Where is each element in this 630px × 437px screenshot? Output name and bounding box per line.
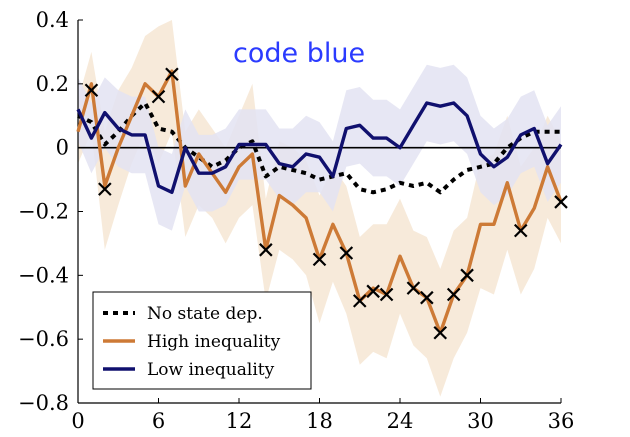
significance-marker [460, 268, 474, 283]
significance-marker [433, 326, 448, 340]
x-tick-label: 18 [306, 409, 333, 433]
legend-label-0: No state dep. [147, 304, 263, 324]
significance-markers [84, 67, 568, 340]
x-tick-label: 12 [226, 409, 253, 433]
y-tick-label: 0.2 [36, 72, 69, 96]
legend-label-1: High inequality [147, 332, 281, 352]
y-tick-label: −0.6 [18, 327, 69, 351]
series-line-0 [77, 101, 561, 195]
x-tick-label: 0 [71, 409, 84, 433]
chart-axes [77, 19, 562, 404]
significance-marker [513, 223, 528, 238]
chart-annotation: code blue [233, 38, 365, 69]
y-tick-label: −0.2 [18, 200, 69, 224]
y-tick-label: −0.4 [18, 263, 69, 287]
significance-marker [420, 290, 434, 305]
x-tick-label: 6 [152, 409, 165, 433]
significance-marker [339, 246, 354, 260]
confidence-band-1 [78, 20, 561, 397]
significance-marker [379, 287, 394, 302]
significance-marker [366, 284, 380, 299]
significance-marker [98, 182, 112, 196]
y-tick-label: 0.4 [36, 8, 69, 32]
legend: No state dep. High inequality Low inequali… [92, 291, 312, 390]
significance-marker [446, 287, 461, 302]
series-line-2 [76, 101, 563, 194]
y-tick-label: 0 [56, 136, 69, 160]
legend-label-2: Low inequality [147, 360, 275, 380]
significance-marker [259, 243, 273, 257]
tick-labels: 0 6 12 18 24 30 36 0.4 0.2 0 −0.2 −0.4 −0.6 −0.8 [18, 8, 574, 433]
significance-marker [554, 195, 568, 209]
significance-marker [352, 294, 367, 308]
x-tick-label: 36 [548, 409, 575, 433]
x-tick-label: 24 [387, 409, 414, 433]
x-tick-label: 30 [467, 409, 494, 433]
significance-marker [406, 281, 421, 295]
y-tick-label: −0.8 [18, 391, 69, 415]
significance-marker [151, 89, 166, 104]
significance-marker [312, 252, 327, 267]
significance-marker [165, 67, 179, 82]
significance-marker [84, 83, 99, 97]
